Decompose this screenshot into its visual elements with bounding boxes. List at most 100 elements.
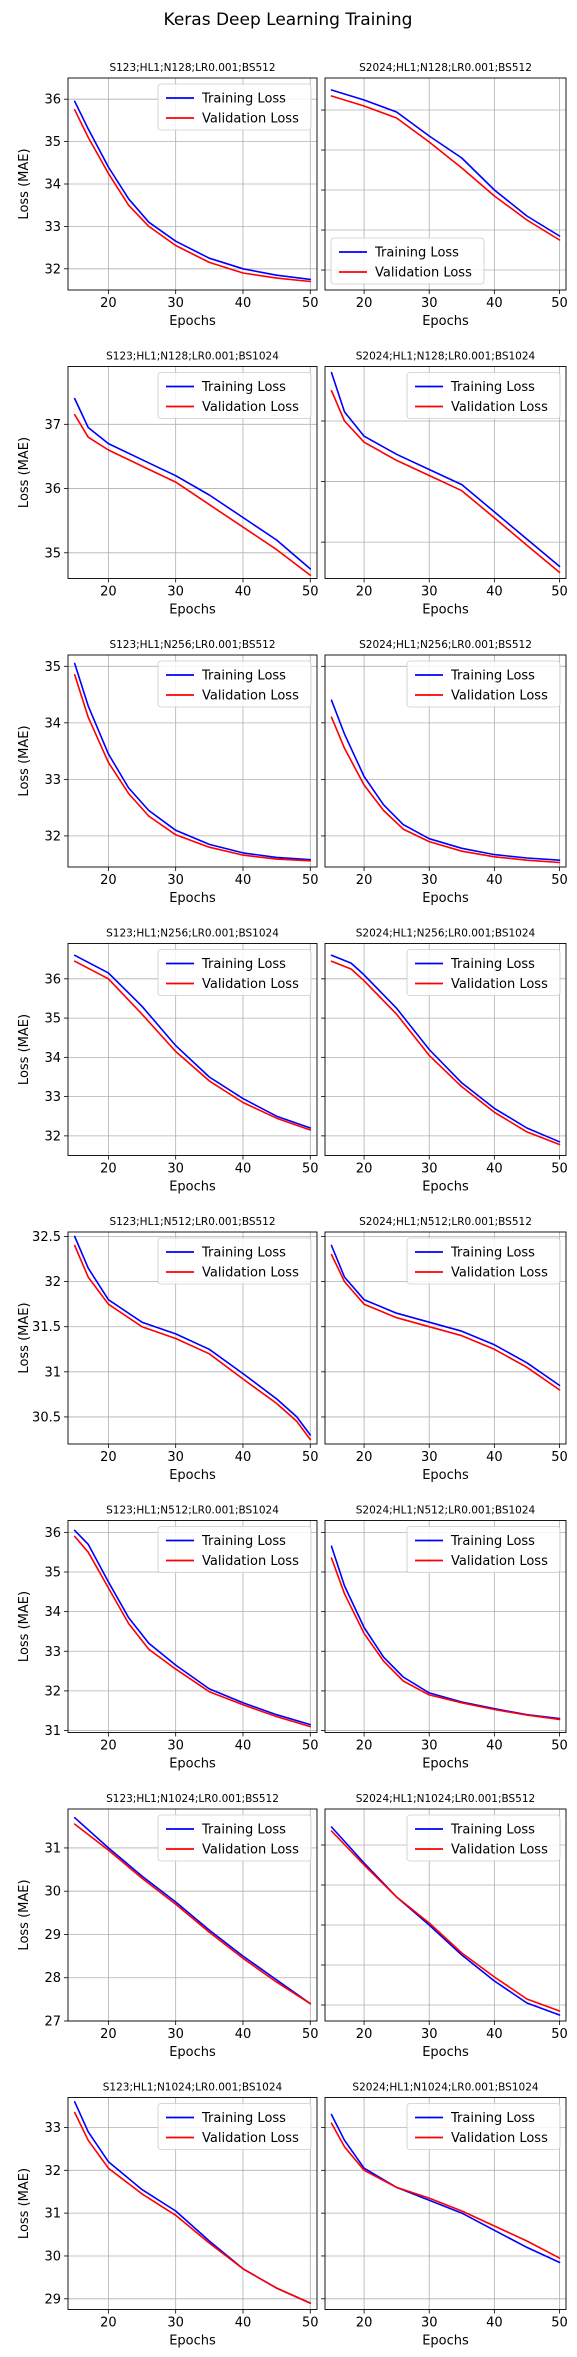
chart-panel-5: S123;HL1;N256;LR0.001;BS512 20 30 40 50 32 33 3… — [17, 639, 319, 906]
chart-panel-13: S123;HL1;N1024;LR0.001;BS512 20 30 40 50 27 28… — [17, 1793, 319, 2060]
training-loss-line — [73, 397, 312, 570]
x-tick-label: 40 — [486, 1450, 503, 1465]
legend-training-label: Training Loss — [201, 957, 286, 972]
y-tick-label: 34 — [44, 1051, 61, 1066]
training-loss-line — [73, 662, 312, 861]
y-tick-label: 36 — [44, 482, 61, 497]
legend-box — [406, 660, 561, 708]
y-tick-label: 32 — [44, 1684, 61, 1699]
legend: Training Loss Validation Loss — [406, 1814, 561, 1862]
legend-box — [406, 1237, 561, 1285]
chart-panel-11: S123;HL1;N512;LR0.001;BS1024 20 30 40 50 31 32… — [17, 1505, 319, 1772]
x-tick-label: 40 — [235, 2027, 252, 2042]
y-tick-label: 37 — [44, 418, 61, 433]
training-loss-line — [73, 954, 312, 1129]
legend-validation-label: Validation Loss — [202, 977, 299, 992]
axes-frame — [67, 1231, 318, 1445]
legend-validation-label: Validation Loss — [451, 689, 548, 704]
x-tick-label: 40 — [486, 2316, 503, 2331]
axes-frame — [324, 2097, 567, 2310]
legend-training-label: Training Loss — [201, 1534, 286, 1549]
chart-panel-15: S123;HL1;N1024;LR0.001;BS1024 20 30 40 50 29 3… — [17, 2082, 319, 2349]
legend: Training Loss Validation Loss — [406, 949, 561, 996]
y-axis-label: Loss (MAE) — [17, 1014, 32, 1085]
axes-frame — [324, 943, 567, 1156]
y-tick-label: 28 — [44, 1971, 61, 1986]
y-tick-label: 32 — [44, 262, 61, 277]
x-axis-label: Epochs — [422, 1180, 469, 1195]
validation-loss-line — [330, 1830, 561, 2012]
chart-panel-14: S2024;HL1;N1024;LR0.001;BS512 20 30 40 50 Epo… — [321, 1793, 568, 2060]
x-axis-label: Epochs — [422, 1468, 469, 1483]
validation-loss-line — [330, 95, 561, 241]
subplot-title: S2024;HL1;N128;LR0.001;BS512 — [359, 62, 532, 74]
y-tick-label: 35 — [44, 660, 61, 675]
legend: Training Loss Validation Loss — [406, 2103, 561, 2150]
legend: Training Loss Validation Loss — [157, 2103, 312, 2150]
axes-frame — [67, 1808, 318, 2022]
x-tick-label: 20 — [356, 1162, 373, 1177]
axes-frame — [324, 1231, 567, 1445]
y-tick-label: 31 — [44, 1724, 61, 1739]
y-tick-label: 31 — [44, 1365, 61, 1380]
x-tick-label: 40 — [235, 585, 252, 600]
x-tick-label: 50 — [302, 1450, 319, 1465]
legend-validation-label: Validation Loss — [451, 1843, 548, 1858]
legend-training-label: Training Loss — [450, 1246, 535, 1261]
y-tick-label: 31 — [44, 2207, 61, 2222]
y-tick-label: 36 — [44, 1526, 61, 1541]
x-axis-label: Epochs — [169, 603, 216, 618]
subplot-title: S123;HL1;N256;LR0.001;BS512 — [109, 639, 275, 651]
training-loss-line — [73, 100, 312, 281]
subplot-title: S123;HL1;N512;LR0.001;BS1024 — [106, 1505, 279, 1517]
legend-validation-label: Validation Loss — [375, 266, 472, 281]
x-tick-label: 40 — [486, 1162, 503, 1177]
training-loss-line — [73, 1816, 312, 2005]
y-tick-label: 33 — [44, 220, 61, 235]
x-tick-label: 20 — [356, 296, 373, 311]
y-tick-label: 29 — [44, 1928, 61, 1943]
validation-loss-line — [73, 109, 312, 283]
subplot-title: S123;HL1;N128;LR0.001;BS512 — [109, 62, 275, 74]
x-tick-label: 30 — [421, 1162, 438, 1177]
x-tick-label: 50 — [551, 1450, 568, 1465]
y-tick-label: 30 — [44, 2249, 61, 2264]
y-tick-label: 27 — [44, 2015, 61, 2030]
legend-training-label: Training Loss — [450, 1534, 535, 1549]
x-tick-label: 20 — [356, 585, 373, 600]
axes-frame — [67, 943, 318, 1156]
x-tick-label: 50 — [302, 873, 319, 888]
x-tick-label: 30 — [167, 296, 184, 311]
legend-box — [157, 1526, 312, 1573]
y-tick-label: 30.5 — [32, 1410, 61, 1425]
x-tick-label: 30 — [421, 873, 438, 888]
validation-loss-line — [73, 2111, 312, 2304]
legend-validation-label: Validation Loss — [451, 2131, 548, 2146]
legend: Training Loss Validation Loss — [157, 1237, 312, 1285]
training-loss-line — [73, 1235, 312, 1436]
x-tick-label: 50 — [551, 1162, 568, 1177]
legend-validation-label: Validation Loss — [451, 1266, 548, 1281]
validation-loss-line — [73, 1535, 312, 1728]
y-tick-label: 35 — [44, 135, 61, 150]
axes-frame — [67, 366, 318, 579]
legend-training-label: Training Loss — [201, 669, 286, 684]
legend-training-label: Training Loss — [201, 380, 286, 395]
validation-loss-line — [330, 389, 561, 574]
legend-training-label: Training Loss — [201, 92, 286, 107]
x-tick-label: 50 — [551, 2027, 568, 2042]
legend-box — [406, 1526, 561, 1573]
validation-loss-line — [73, 1244, 312, 1441]
axes-frame — [324, 366, 567, 579]
validation-loss-line — [330, 2122, 561, 2259]
validation-loss-line — [73, 673, 312, 862]
axes-frame — [67, 1520, 318, 1733]
x-tick-label: 20 — [100, 873, 117, 888]
legend-box — [157, 660, 312, 708]
chart-panel-2: S2024;HL1;N128;LR0.001;BS512 20 30 40 50 Epoc… — [321, 62, 568, 329]
subplot-title: S123;HL1;N128;LR0.001;BS1024 — [106, 351, 279, 363]
x-tick-label: 40 — [486, 585, 503, 600]
validation-loss-line — [73, 413, 312, 577]
chart-panel-9: S123;HL1;N512;LR0.001;BS512 20 30 40 50 30.5 3… — [17, 1216, 319, 1483]
